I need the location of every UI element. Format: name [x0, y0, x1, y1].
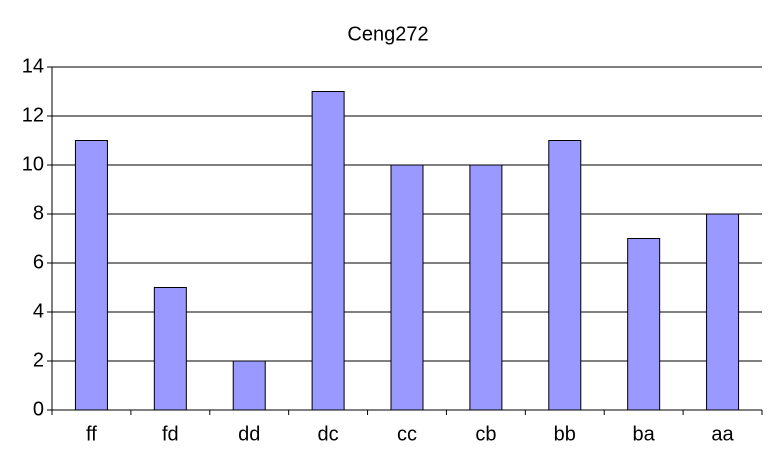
x-tick-label: dd	[238, 423, 260, 445]
y-tick-label: 2	[33, 349, 44, 371]
y-tick-label: 14	[22, 55, 44, 77]
y-tick-label: 4	[33, 300, 44, 322]
bar	[548, 140, 582, 411]
x-tick-label: cb	[475, 423, 496, 445]
x-tick-label: aa	[711, 423, 734, 445]
bar	[153, 287, 187, 411]
y-tick-label: 12	[22, 104, 44, 126]
y-tick-label: 8	[33, 202, 44, 224]
chart-title: Ceng272	[347, 23, 428, 45]
y-tick-label: 10	[22, 153, 44, 175]
y-tick-label: 0	[33, 398, 44, 420]
x-tick-label: ff	[86, 423, 97, 445]
bar	[469, 164, 503, 411]
x-tick-label: dc	[318, 423, 339, 445]
x-tick-label: fd	[162, 423, 179, 445]
bar	[232, 360, 266, 411]
x-tick-label: ba	[633, 423, 656, 445]
bar	[627, 238, 661, 411]
x-tick-label: bb	[554, 423, 576, 445]
bar	[74, 140, 108, 411]
y-tick-label: 6	[33, 251, 44, 273]
bar	[390, 164, 424, 411]
bar	[706, 213, 740, 411]
bar	[311, 91, 345, 411]
x-tick-label: cc	[397, 423, 417, 445]
